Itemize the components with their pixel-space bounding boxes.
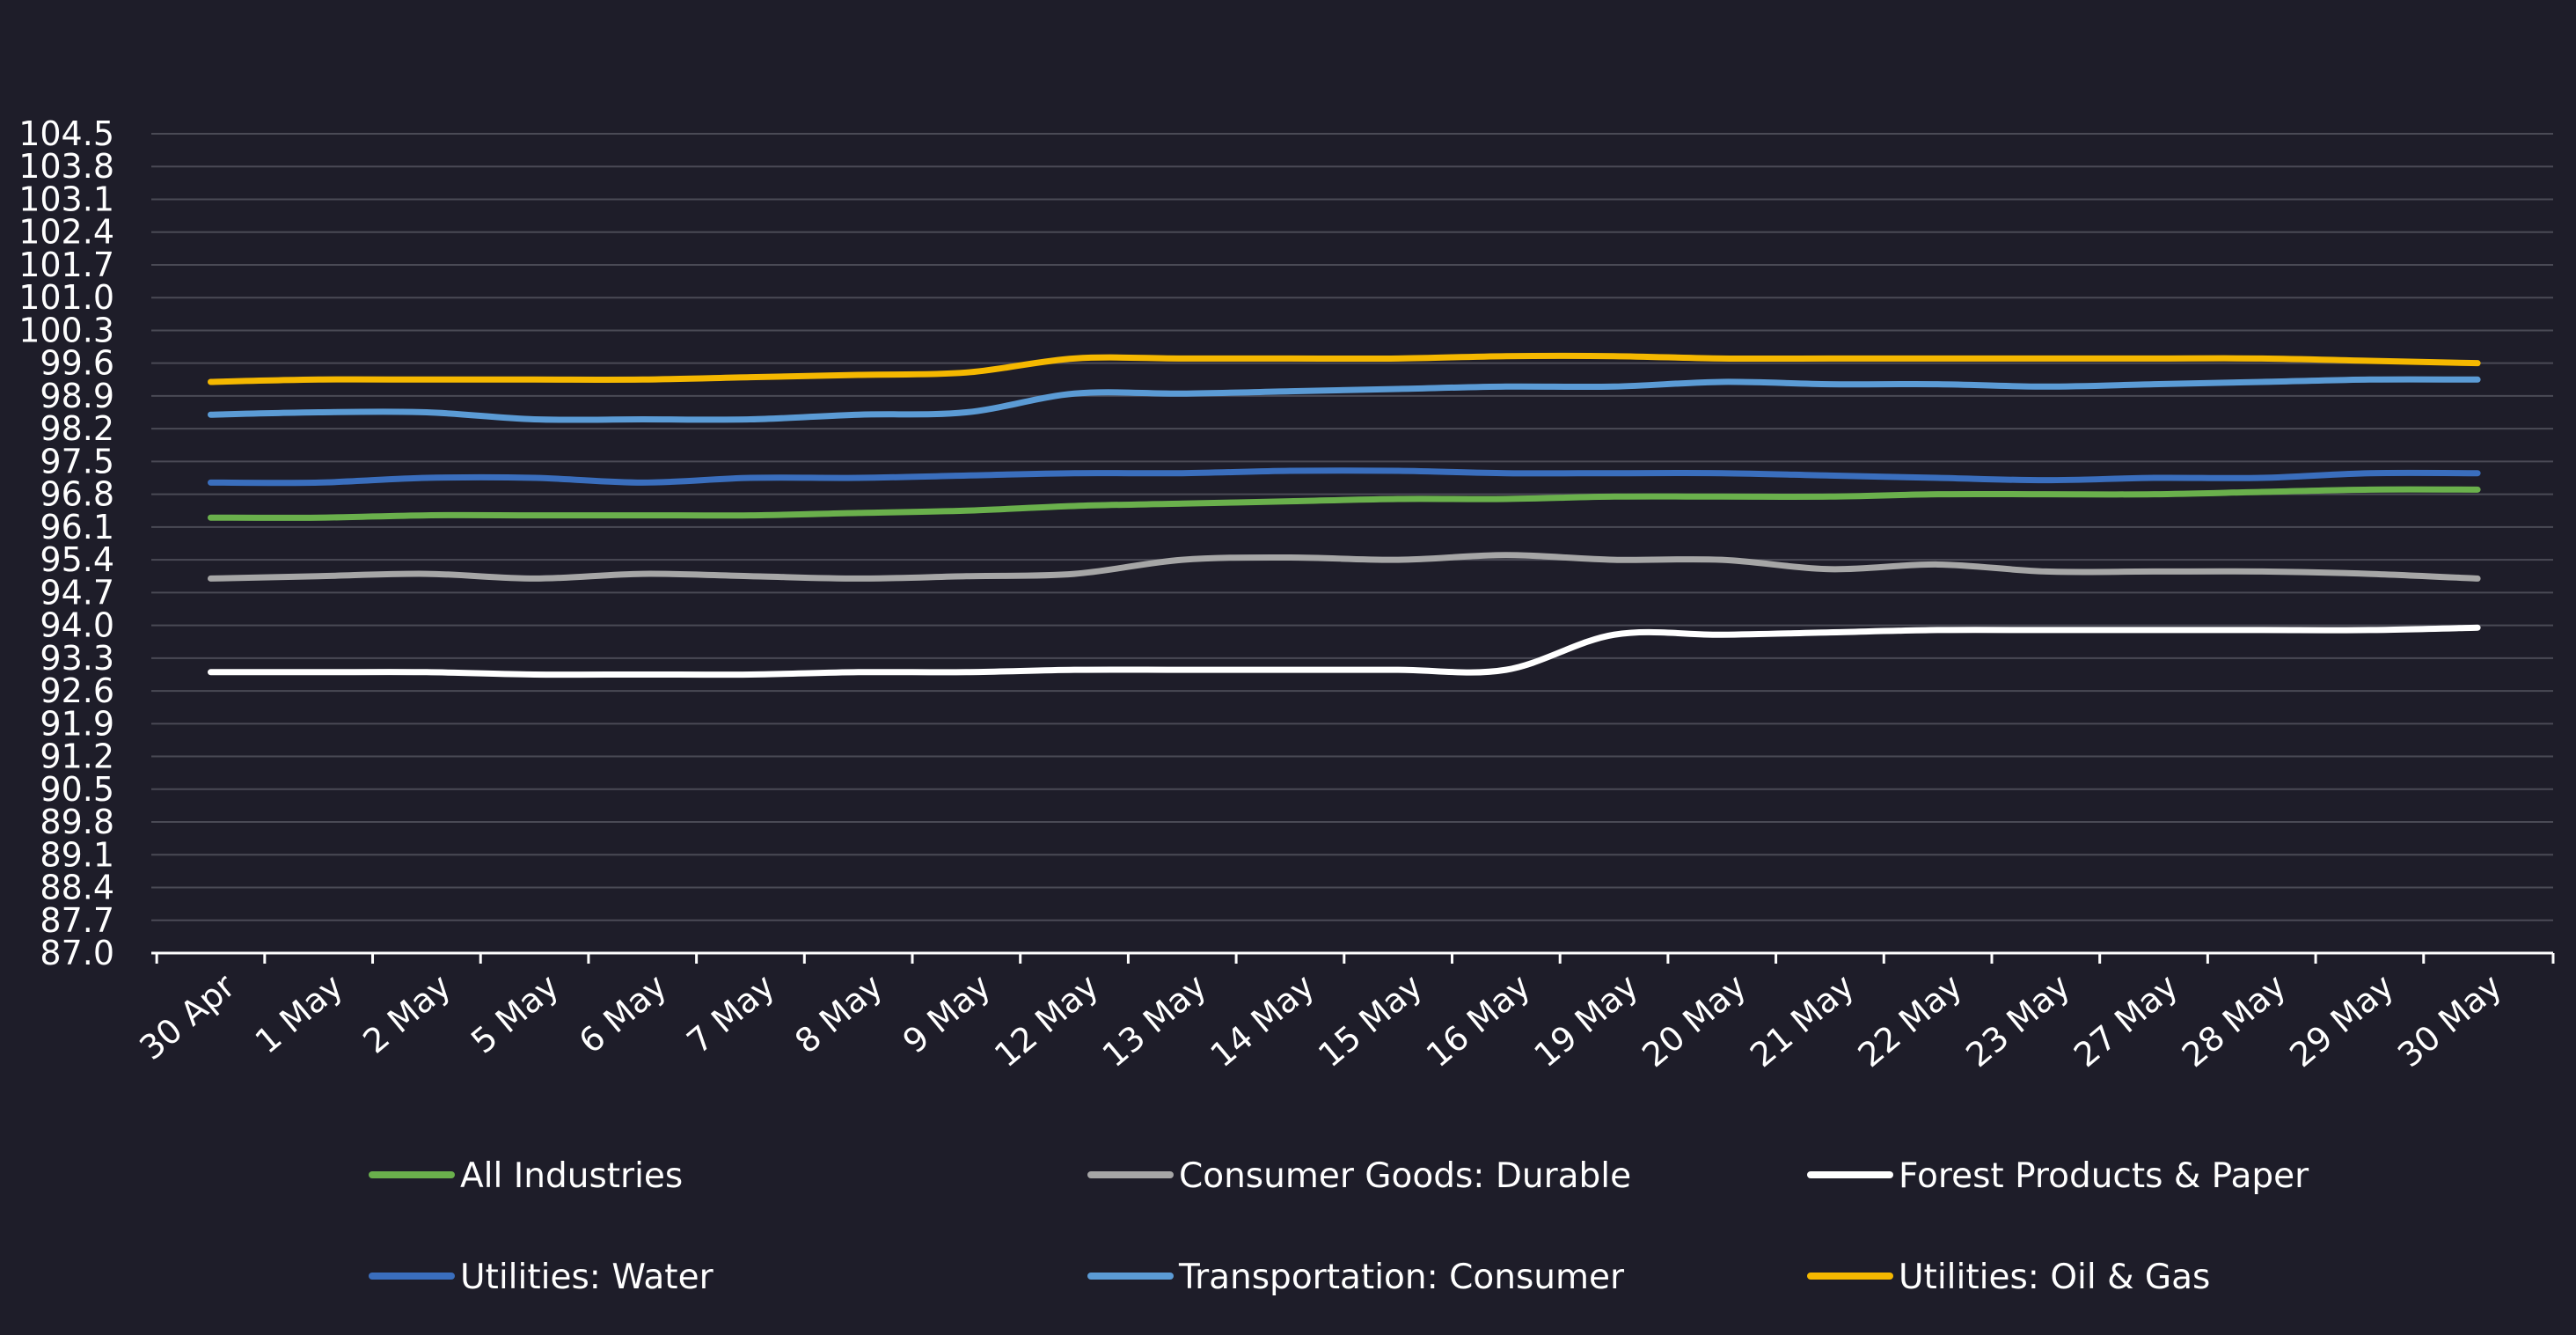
legend-label: Consumer Goods: Durable xyxy=(1179,1156,1631,1196)
y-tick-label: 87.0 xyxy=(40,934,114,972)
y-tick-label: 98.9 xyxy=(40,377,114,415)
series-line-consumer-goods-durable xyxy=(207,552,2481,582)
x-tick-label: 15 May xyxy=(1311,966,1430,1075)
legend-label: Transportation: Consumer xyxy=(1178,1258,1625,1297)
y-tick-label: 89.1 xyxy=(40,835,114,874)
y-tick-label: 94.7 xyxy=(40,573,114,612)
x-tick-label: 2 May xyxy=(355,966,457,1061)
x-tick-label: 19 May xyxy=(1527,966,1646,1075)
legend-item: Transportation: Consumer xyxy=(1087,1258,1625,1297)
legend-item: Utilities: Oil & Gas xyxy=(1807,1258,2210,1297)
x-tick-label: 16 May xyxy=(1419,966,1538,1075)
x-tick-label: 29 May xyxy=(2282,966,2401,1075)
y-tick-label: 98.2 xyxy=(40,409,114,448)
y-tick-label: 95.4 xyxy=(40,540,114,579)
y-tick-label: 103.1 xyxy=(18,180,114,218)
y-tick-label: 101.0 xyxy=(18,278,114,317)
y-tick-label: 100.3 xyxy=(18,311,114,349)
legend-item: Consumer Goods: Durable xyxy=(1087,1156,1631,1196)
y-tick-label: 99.6 xyxy=(40,344,114,383)
legend-label: All Industries xyxy=(460,1156,683,1196)
y-tick-labels: 87.087.788.489.189.890.591.291.992.693.3… xyxy=(18,114,114,972)
x-tick-label: 21 May xyxy=(1743,966,1862,1075)
x-tick-label: 6 May xyxy=(572,966,674,1061)
x-tick-label: 30 May xyxy=(2390,966,2509,1075)
y-tick-label: 91.9 xyxy=(40,704,114,743)
x-tick-label: 28 May xyxy=(2175,966,2294,1075)
y-tick-label: 102.4 xyxy=(18,213,114,252)
y-tick-label: 97.5 xyxy=(40,442,114,480)
y-tick-label: 96.8 xyxy=(40,475,114,514)
x-tick-label: 13 May xyxy=(1095,966,1214,1075)
y-tick-label: 87.7 xyxy=(40,901,114,940)
y-tick-label: 88.4 xyxy=(40,869,114,907)
x-tick-label: 22 May xyxy=(1851,966,1970,1075)
x-tick-label: 1 May xyxy=(248,966,350,1061)
y-tick-label: 93.3 xyxy=(40,639,114,678)
x-tick-label: 7 May xyxy=(680,966,782,1061)
y-tick-label: 90.5 xyxy=(40,770,114,809)
legend-item: All Industries xyxy=(369,1156,683,1196)
series-lines xyxy=(207,352,2481,679)
series-line-forest-products-paper xyxy=(207,624,2481,679)
x-tick-label: 12 May xyxy=(987,966,1106,1075)
series-line-utilities-water xyxy=(207,467,2481,487)
y-tick-label: 89.8 xyxy=(40,803,114,841)
series-line-transportation-consumer xyxy=(207,376,2481,423)
x-tick-label: 9 May xyxy=(896,966,998,1061)
x-tick-label: 8 May xyxy=(787,966,889,1061)
legend-label: Forest Products & Paper xyxy=(1899,1156,2309,1196)
legend-label: Utilities: Oil & Gas xyxy=(1899,1258,2210,1297)
y-tick-label: 101.7 xyxy=(18,246,114,284)
x-tick-label: 5 May xyxy=(464,966,566,1061)
x-tick-label: 20 May xyxy=(1635,966,1753,1075)
x-tick-label: 27 May xyxy=(2067,966,2185,1075)
grid-lines xyxy=(151,133,2553,921)
legend-label: Utilities: Water xyxy=(460,1258,714,1297)
legend-item: Utilities: Water xyxy=(369,1258,714,1297)
y-tick-label: 104.5 xyxy=(18,114,114,153)
y-tick-label: 94.0 xyxy=(40,606,114,645)
y-tick-label: 103.8 xyxy=(18,147,114,186)
series-line-utilities-oil-gas xyxy=(207,352,2481,385)
legend-item: Forest Products & Paper xyxy=(1807,1156,2309,1196)
y-tick-label: 91.2 xyxy=(40,737,114,776)
x-tick-label: 23 May xyxy=(1958,966,2077,1075)
series-line-all-industries xyxy=(207,486,2481,521)
x-tick-label: 30 Apr xyxy=(132,966,242,1067)
y-tick-label: 96.1 xyxy=(40,508,114,546)
x-tick-label: 14 May xyxy=(1203,966,1321,1075)
y-tick-label: 92.6 xyxy=(40,671,114,710)
axes xyxy=(151,951,2555,964)
x-tick-labels: 30 Apr 1 May 2 May 5 May 6 May 7 May 8 May 9 Ma… xyxy=(132,966,2509,1075)
legend: All Industries Consumer Goods: Durable For… xyxy=(369,1156,2309,1297)
